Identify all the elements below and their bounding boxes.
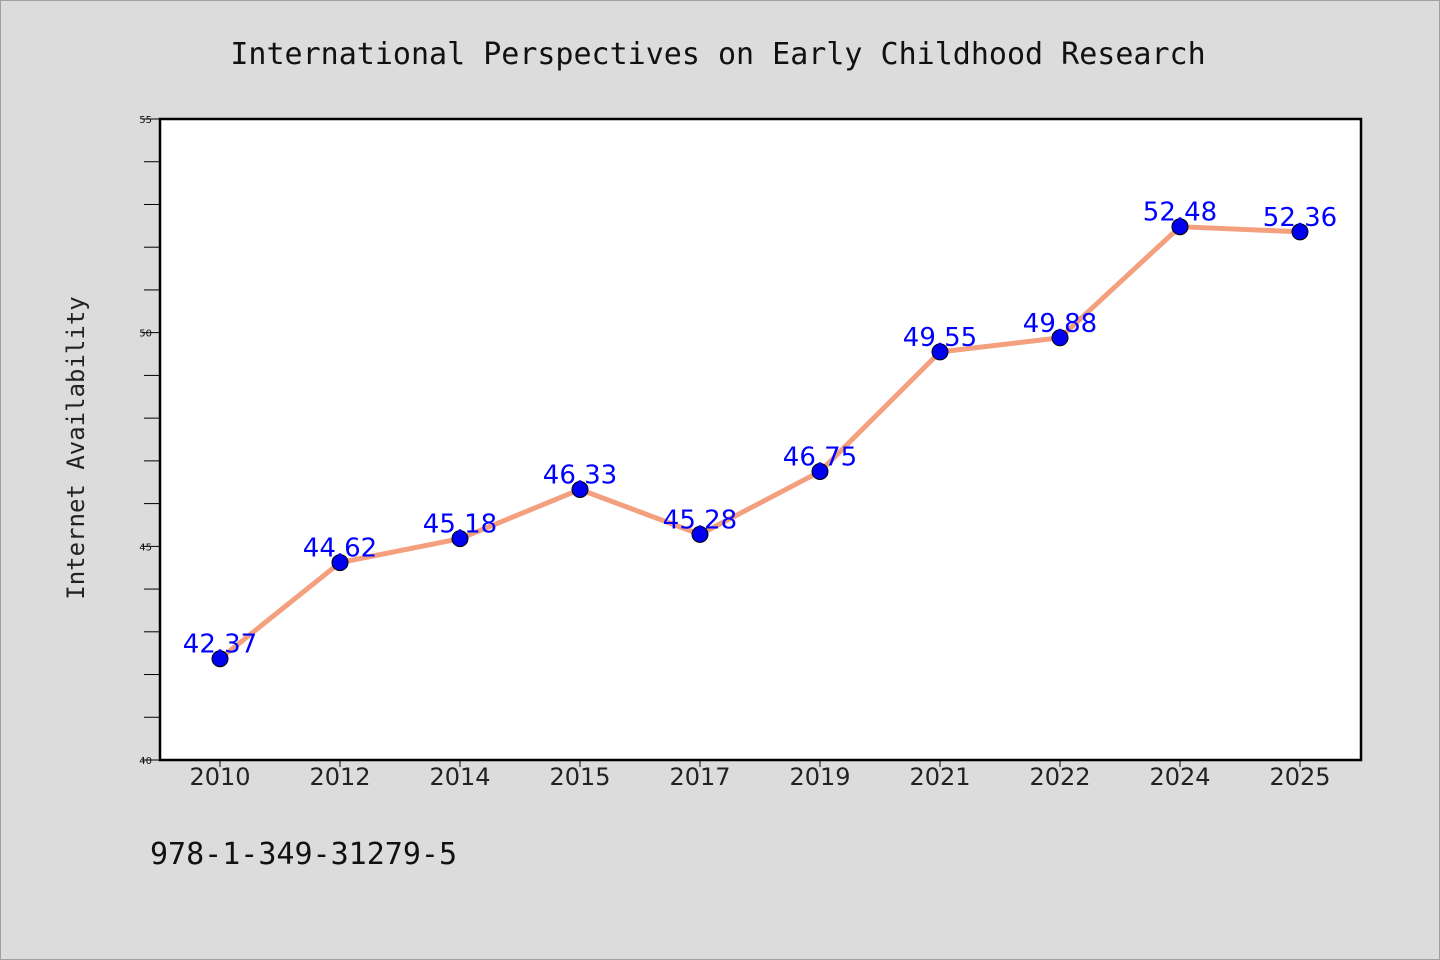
data-point-marker <box>1051 329 1069 347</box>
y-tick-label: 45 <box>139 542 152 553</box>
data-point-marker <box>811 463 829 481</box>
y-axis-label: Internet Availability <box>62 296 90 599</box>
y-axis: 40 45 50 55 <box>139 115 160 767</box>
data-point-marker <box>331 554 349 572</box>
x-tick-label: 2014 <box>429 763 490 791</box>
series-line-group <box>217 224 1303 662</box>
data-label: 49.88 <box>1023 309 1097 339</box>
data-label: 52.48 <box>1143 198 1217 228</box>
data-label: 45.28 <box>663 505 737 535</box>
x-tick-label: 2022 <box>1029 763 1090 791</box>
y-tick-label: 50 <box>139 329 152 340</box>
data-point-marker <box>571 480 589 498</box>
x-tick-label: 2025 <box>1269 763 1330 791</box>
x-tick-label: 2012 <box>309 763 370 791</box>
x-tick-label: 2010 <box>189 763 250 791</box>
y-tick-label: 55 <box>139 115 152 126</box>
data-label: 49.55 <box>903 323 977 353</box>
data-label: 46.33 <box>543 460 617 490</box>
data-point-marker <box>451 530 469 548</box>
data-label: 44.62 <box>303 534 377 564</box>
x-tick-label: 2021 <box>909 763 970 791</box>
x-tick-label: 2017 <box>669 763 730 791</box>
data-point-marker <box>1291 223 1309 241</box>
data-point-marker <box>931 343 949 361</box>
data-point-marker <box>211 650 229 668</box>
data-point-marker <box>691 525 709 543</box>
series-line <box>217 224 1303 662</box>
plot-area <box>158 117 1363 762</box>
x-tick-label: 2019 <box>789 763 850 791</box>
x-tick-label: 2024 <box>1149 763 1210 791</box>
data-point-marker <box>1171 218 1189 236</box>
marker-group <box>211 218 1309 668</box>
data-label: 52.36 <box>1263 203 1337 233</box>
data-label-group: 42.37 44.62 45.18 46.33 45.28 46.75 49.55 49.88… <box>183 198 1337 660</box>
data-label: 46.75 <box>783 443 857 473</box>
data-label: 42.37 <box>183 630 257 660</box>
y-tick-label: 40 <box>139 756 152 767</box>
x-tick-label: 2015 <box>549 763 610 791</box>
isbn-text: 978-1-349-31279-5 <box>150 837 457 872</box>
x-axis: 2010 2012 2014 2015 2017 2019 2021 2022 2024 2025 <box>189 760 1331 791</box>
chart-title: International Perspectives on Early Chil… <box>230 37 1205 72</box>
data-label: 45.18 <box>423 510 497 540</box>
